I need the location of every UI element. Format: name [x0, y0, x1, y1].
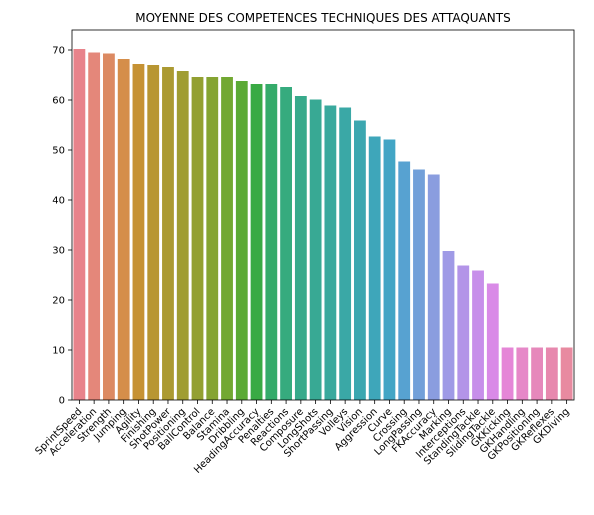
bar-ballcontrol: [191, 77, 204, 400]
plot-frame: [71, 29, 575, 401]
y-tick-label: 40: [52, 196, 65, 207]
bar-positioning: [176, 71, 189, 400]
bar-balance: [206, 77, 219, 400]
bar-dribbling: [235, 81, 248, 400]
bar-gkhandling: [516, 347, 529, 400]
bar-gkdiving: [560, 347, 573, 400]
bar-strength: [103, 53, 115, 400]
bar-agility: [132, 64, 145, 400]
y-axis: 0 10 20 30 40 50 60 70: [52, 46, 72, 407]
bar-stamina: [221, 77, 233, 400]
bar-composure: [294, 96, 307, 400]
bar-vision: [354, 120, 366, 400]
bar-acceleration: [88, 52, 101, 400]
bar-longshots: [309, 99, 322, 400]
bar-longpassing: [413, 169, 425, 400]
x-axis: SprintSpeedAccelerationStrengthJumpingAg…: [33, 400, 572, 476]
y-tick-label: 10: [52, 346, 65, 357]
bar-crossing: [398, 161, 411, 400]
bar-curve: [383, 139, 396, 400]
bar-gkkicking: [501, 347, 514, 400]
bar-gkpositioning: [531, 347, 543, 400]
bars-group: [73, 49, 573, 400]
y-tick-label: 50: [52, 146, 65, 157]
bar-finishing: [147, 65, 160, 400]
y-tick-label: 30: [52, 246, 65, 257]
y-tick-label: 60: [52, 96, 65, 107]
bar-reactions: [280, 87, 292, 400]
bar-standingtackle: [472, 270, 484, 400]
bar-jumping: [117, 59, 130, 400]
bar-interceptions: [457, 265, 470, 400]
bar-shotpower: [162, 67, 174, 400]
bar-headingaccuracy: [250, 84, 263, 400]
y-tick-label: 0: [59, 396, 65, 407]
y-tick-label: 70: [52, 46, 65, 57]
bar-sprintspeed: [73, 49, 86, 400]
bar-slidingtackle: [486, 283, 499, 400]
bar-aggression: [368, 136, 381, 400]
bar-gkreflexes: [545, 347, 558, 400]
chart-title: MOYENNE DES COMPETENCES TECHNIQUES DES A…: [135, 11, 510, 25]
bar-fkaccuracy: [427, 174, 440, 400]
bar-marking: [442, 251, 455, 400]
bar-volleys: [339, 107, 352, 400]
y-tick-label: 20: [52, 296, 65, 307]
bar-shortpassing: [324, 105, 337, 400]
bar-penalties: [265, 84, 278, 400]
